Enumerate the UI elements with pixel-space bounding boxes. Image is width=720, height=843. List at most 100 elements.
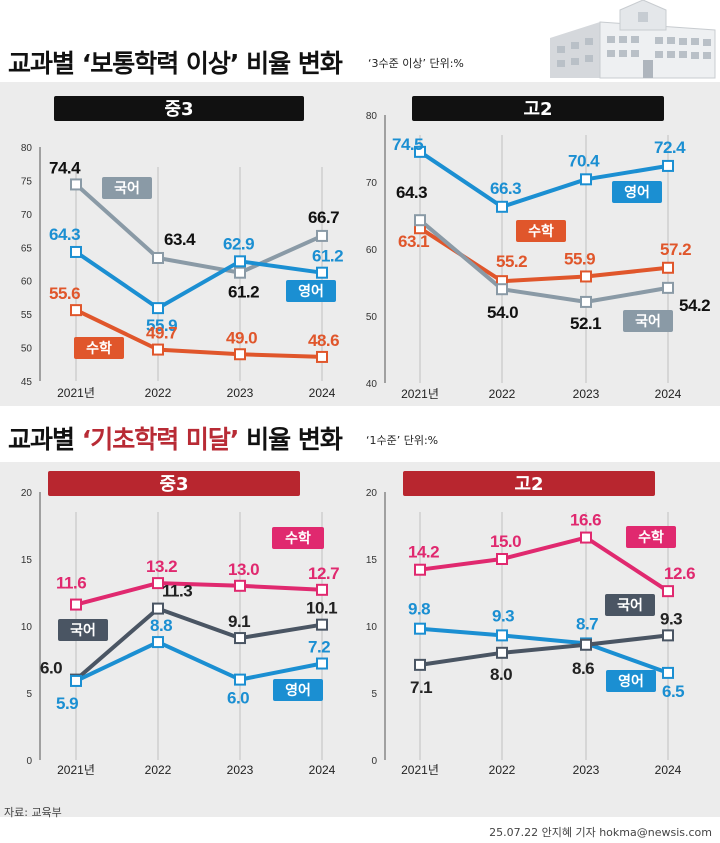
c3-data-label: 7.2	[308, 638, 330, 657]
c1-data-point	[70, 245, 82, 258]
c3-data-point	[316, 657, 328, 670]
c4-x-tick-label: 2023	[573, 763, 600, 777]
c4-data-point	[580, 638, 592, 651]
c2-legend-tag	[623, 310, 673, 332]
c4-title-banner	[403, 471, 655, 496]
c3-data-point	[70, 598, 82, 611]
c1-y-tick-label: 55	[21, 310, 33, 321]
c4-data-point	[414, 563, 426, 576]
c3-y-tick-label: 0	[26, 756, 32, 767]
c4-y-tick-label: 5	[371, 689, 377, 700]
c1-x-tick-label: 2021년	[57, 386, 95, 400]
c2-data-point	[414, 145, 426, 158]
c2-data-label: 64.3	[396, 183, 427, 202]
c4-title: 고2	[514, 474, 543, 495]
c2-series-line	[418, 150, 669, 209]
c2-legend-label: 국어	[635, 313, 661, 330]
c2-data-label: 72.4	[654, 138, 686, 157]
c3-data-point	[316, 583, 328, 596]
c4-legend-label: 수학	[638, 530, 664, 546]
c1-data-point	[152, 251, 164, 264]
c3-legend-tag	[272, 527, 324, 549]
c3-title-banner	[48, 471, 300, 496]
c3-data-label: 11.3	[162, 582, 192, 601]
c4-data-point	[414, 622, 426, 635]
section1-title-highlight: ‘보통학력 이상’	[81, 49, 240, 78]
c4-data-label: 9.3	[660, 609, 682, 628]
c3-legend-tag	[58, 619, 108, 641]
c4-y-tick-label: 10	[366, 622, 378, 633]
c4-data-label: 7.1	[410, 678, 432, 697]
c1-y-tick-label: 75	[21, 176, 33, 187]
c2-data-point	[414, 214, 426, 227]
c1-title: 중3	[164, 99, 193, 120]
c2-data-label: 74.5	[392, 135, 423, 154]
c1-data-point	[316, 350, 328, 363]
c3-data-label: 10.1	[306, 599, 337, 618]
c4-series-line	[419, 626, 669, 675]
c3-legend-label: 국어	[70, 622, 96, 639]
c1-y-tick-label: 80	[21, 143, 33, 154]
c3-data-label: 12.7	[308, 564, 339, 583]
c1-title-banner	[54, 96, 304, 121]
c2-data-label: 55.9	[564, 249, 595, 268]
c4-legend-label: 국어	[617, 597, 643, 614]
c2-data-label: 54.2	[679, 296, 710, 315]
c4-y-tick-label: 0	[371, 756, 377, 767]
c1-legend-label: 국어	[114, 180, 140, 197]
c3-data-point	[70, 674, 82, 687]
c1-legend-tag	[102, 177, 152, 199]
c4-data-point	[496, 646, 508, 659]
c1-data-point	[316, 266, 328, 279]
c4-series-line	[419, 633, 669, 667]
c2-legend-tag	[612, 181, 662, 203]
c4-series-line	[419, 535, 670, 593]
c1-data-label: 64.3	[49, 225, 80, 244]
c1-data-point	[234, 255, 246, 268]
c2-legend-label: 수학	[528, 224, 554, 240]
c2-data-point	[662, 261, 674, 274]
c1-series-line	[74, 182, 323, 275]
c4-data-label: 15.0	[490, 532, 521, 551]
c2-y-tick-label: 40	[366, 379, 378, 390]
c3-title: 중3	[159, 474, 188, 495]
c4-legend-tag	[606, 670, 656, 692]
section1-title-prefix: 교과별	[8, 49, 82, 78]
c2-series-line	[418, 218, 669, 304]
c1-data-label: 63.4	[164, 230, 196, 249]
c4-data-point	[496, 629, 508, 642]
c3-data-point	[316, 618, 328, 631]
c4-legend-label: 영어	[618, 673, 644, 690]
c4-data-label: 9.8	[408, 600, 430, 619]
c3-legend-tag	[273, 679, 323, 701]
c3-x-tick-label: 2023	[227, 763, 254, 777]
c2-data-label: 55.2	[496, 252, 527, 271]
section2-title-suffix: 비율 변화	[238, 425, 343, 454]
c4-data-label: 9.3	[492, 606, 514, 625]
c3-data-label: 6.0	[227, 689, 249, 708]
c4-data-point	[662, 629, 674, 642]
c4-data-label: 8.6	[572, 659, 594, 678]
c3-y-tick-label: 20	[21, 488, 33, 499]
c2-data-point	[580, 270, 592, 283]
c1-x-tick-label: 2024	[309, 386, 336, 400]
section1-unit-note: ‘3수준 이상’ 단위:%	[368, 57, 464, 70]
c1-series-line	[74, 250, 323, 311]
c2-data-point	[496, 283, 508, 296]
c3-data-point	[152, 577, 164, 590]
c2-data-label: 52.1	[570, 314, 601, 333]
c1-data-point	[316, 229, 328, 242]
c3-data-label: 13.2	[146, 557, 177, 576]
c3-data-label: 11.6	[56, 574, 86, 593]
c1-data-label: 55.9	[146, 316, 177, 335]
c1-data-label: 49.7	[146, 324, 177, 343]
c3-data-label: 8.8	[150, 616, 172, 635]
c2-data-point	[496, 200, 508, 213]
c3-data-label: 13.0	[228, 560, 259, 579]
c2-x-tick-label: 2023	[573, 387, 600, 401]
c1-legend-label: 수학	[86, 341, 112, 357]
c1-y-tick-label: 50	[21, 344, 33, 355]
c1-data-label: 74.4	[49, 158, 81, 177]
c2-data-point	[580, 295, 592, 308]
c1-data-label: 49.0	[226, 328, 257, 347]
